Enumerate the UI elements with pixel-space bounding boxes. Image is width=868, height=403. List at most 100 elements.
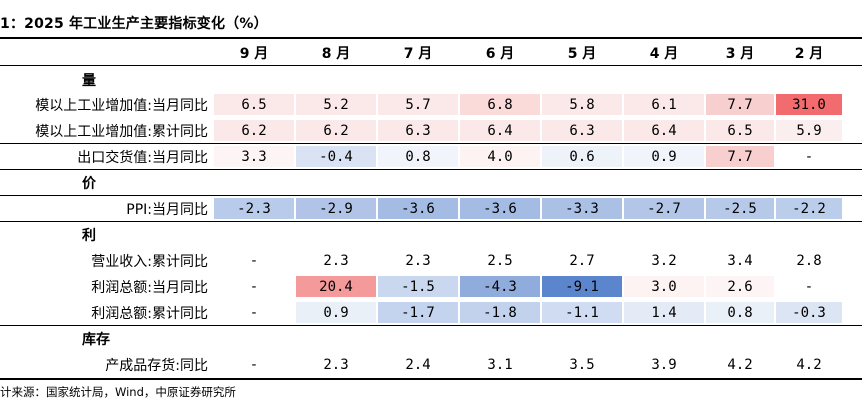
table-cell: 2.5 xyxy=(458,248,540,273)
section-row: 利 xyxy=(0,222,862,247)
bottom-rule xyxy=(0,378,862,380)
cell-heat-fill xyxy=(460,146,540,167)
cell-heat-fill xyxy=(776,302,842,323)
table-cell: 4.0 xyxy=(458,144,540,169)
table-cell: 6.8 xyxy=(458,92,540,117)
table-cell: 6.3 xyxy=(540,118,622,143)
table-row: 营业收入:累计同比 - 2.3 2.3 2.5 2.7 3.2 3.4 2.8 xyxy=(0,248,862,273)
cell-heat-fill xyxy=(542,94,622,115)
cell-heat-fill xyxy=(378,302,458,323)
table-cell: 6.5 xyxy=(212,92,294,117)
cell-heat-fill xyxy=(296,276,376,297)
row-label: 模以上工业增加值:累计同比 xyxy=(35,123,208,140)
cell-heat-fill xyxy=(776,94,842,115)
cell-value: 2.6 xyxy=(727,278,753,295)
cell-heat-fill xyxy=(460,276,540,297)
cell-value: -2.9 xyxy=(319,200,353,217)
table-cell: -2.2 xyxy=(774,196,842,221)
cell-heat-fill xyxy=(706,250,774,271)
table-cell: 3.4 xyxy=(704,248,774,273)
table-cell: - xyxy=(212,274,294,299)
cell-value: 7.7 xyxy=(727,148,753,165)
row-label: 营业收入:累计同比 xyxy=(91,253,208,270)
cell-heat-fill xyxy=(542,302,622,323)
table-cell: 2.8 xyxy=(774,248,842,273)
section-row: 量 xyxy=(0,67,862,92)
cell-value: 6.5 xyxy=(727,122,753,139)
cell-value: 4.2 xyxy=(796,356,822,373)
table-cell: 6.4 xyxy=(458,118,540,143)
cell-heat-fill xyxy=(706,302,774,323)
table-cell: -3.6 xyxy=(458,196,540,221)
table-row: 出口交货值:当月同比 3.3 -0.4 0.8 4.0 0.6 0.9 7.7 - xyxy=(0,144,862,170)
cell-value: 20.4 xyxy=(319,278,353,295)
cell-heat-fill xyxy=(542,276,622,297)
row-label: 利润总额:累计同比 xyxy=(91,305,208,322)
table-cell: 3.9 xyxy=(622,352,704,377)
cell-value: -4.3 xyxy=(483,278,517,295)
cell-value: 3.4 xyxy=(727,252,753,269)
cell-heat-fill xyxy=(542,250,622,271)
table-cell: -3.3 xyxy=(540,196,622,221)
cell-heat-fill xyxy=(542,146,622,167)
cell-value: 1.4 xyxy=(651,304,677,321)
table-row: PPI:当月同比 -2.3 -2.9 -3.6 -3.6 -3.3 -2.7 -2.5 -2.2 xyxy=(0,196,862,222)
cell-value: 5.2 xyxy=(323,96,349,113)
table-cell: - xyxy=(212,248,294,273)
cell-heat-fill xyxy=(624,146,704,167)
cell-value: -2.5 xyxy=(723,200,757,217)
cell-value: -0.4 xyxy=(319,148,353,165)
cell-value: 2.7 xyxy=(569,252,595,269)
cell-value: -2.3 xyxy=(237,200,271,217)
section-row: 库存 xyxy=(0,326,862,351)
cell-heat-fill xyxy=(542,354,622,375)
cell-value: - xyxy=(804,148,814,165)
cell-heat-fill xyxy=(378,250,458,271)
row-label: 模以上工业增加值:当月同比 xyxy=(35,97,208,114)
cell-value: 7.7 xyxy=(727,96,753,113)
cell-heat-fill xyxy=(706,198,774,219)
table-cell: 3.5 xyxy=(540,352,622,377)
cell-value: 3.9 xyxy=(651,356,677,373)
cell-value: 2.3 xyxy=(405,252,431,269)
cell-heat-fill xyxy=(624,250,704,271)
cell-heat-fill xyxy=(776,120,842,141)
cell-value: 6.8 xyxy=(487,96,513,113)
table-cell: 6.2 xyxy=(212,118,294,143)
cell-value: 6.4 xyxy=(651,122,677,139)
cell-value: -2.2 xyxy=(792,200,826,217)
table-cell: - xyxy=(774,144,842,169)
table-row: 利润总额:当月同比 - 20.4 -1.5 -4.3 -9.1 3.0 2.6 - xyxy=(0,274,862,299)
cell-value: 0.8 xyxy=(405,148,431,165)
cell-value: -9.1 xyxy=(565,278,599,295)
table-cell: - xyxy=(774,274,842,299)
cell-value: 5.8 xyxy=(569,96,595,113)
cell-heat-fill xyxy=(776,276,842,297)
section-label: 库存 xyxy=(82,331,110,348)
cell-heat-fill xyxy=(214,120,294,141)
cell-heat-fill xyxy=(624,276,704,297)
table-row: 利润总额:累计同比 - 0.9 -1.7 -1.8 -1.1 1.4 0.8 -0.3 xyxy=(0,300,862,326)
cell-heat-fill xyxy=(460,94,540,115)
cell-heat-fill xyxy=(214,198,294,219)
cell-value: -1.5 xyxy=(401,278,435,295)
cell-heat-fill xyxy=(378,146,458,167)
table-cell: 20.4 xyxy=(294,274,376,299)
row-label: 利润总额:当月同比 xyxy=(91,279,208,296)
table-cell: - xyxy=(212,352,294,377)
table-row: 模以上工业增加值:累计同比 6.2 6.2 6.3 6.4 6.3 6.4 6.5 5.9 xyxy=(0,118,862,144)
cell-value: 3.0 xyxy=(651,278,677,295)
table-cell: 3.2 xyxy=(622,248,704,273)
cell-value: 4.0 xyxy=(487,148,513,165)
cell-value: - xyxy=(249,356,259,373)
cell-heat-fill xyxy=(378,276,458,297)
cell-value: -3.6 xyxy=(483,200,517,217)
section-label: 价 xyxy=(82,175,96,192)
cell-heat-fill xyxy=(624,120,704,141)
table-cell: -0.4 xyxy=(294,144,376,169)
cell-value: 0.8 xyxy=(727,304,753,321)
table-cell: 0.8 xyxy=(376,144,458,169)
cell-value: 2.3 xyxy=(323,356,349,373)
cell-heat-fill xyxy=(776,146,842,167)
column-header: 7 月 xyxy=(376,40,458,65)
